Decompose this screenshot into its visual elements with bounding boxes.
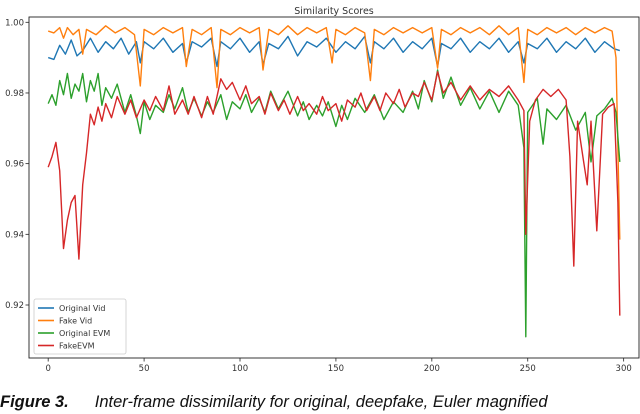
x-tick-label-2: 100: [232, 364, 248, 374]
figure-caption: Figure 3. Inter-frame dissimilarity for o…: [0, 391, 640, 414]
x-tick-label-0: 0: [45, 364, 50, 374]
x-axis: 0 50 100 150 200 250 300: [45, 358, 632, 374]
legend-label-1: Fake Vid: [59, 317, 92, 326]
legend-box: [33, 298, 127, 355]
x-tick-label-3: 150: [328, 364, 344, 374]
x-tick-label-5: 250: [520, 364, 536, 374]
legend-label-3: FakeEVM: [59, 342, 95, 351]
y-tick-label-4: 1.00: [5, 18, 24, 28]
caption-label: Figure 3.: [0, 393, 69, 411]
series-line-3: [47, 71, 621, 316]
similarity-scores-chart: Similarity Scores 0 50 100 150 200 250 300 0.9…: [5, 6, 640, 374]
series-line-2: [47, 69, 621, 338]
y-tick-label-3: 0.98: [5, 89, 24, 99]
y-axis: 0.92 0.94 0.96 0.98 1.00: [5, 18, 29, 311]
series-line-0: [47, 35, 621, 68]
y-tick-label-1: 0.94: [5, 230, 24, 240]
chart-title: Similarity Scores: [294, 6, 374, 17]
series-layer: [47, 25, 621, 338]
legend-label-2: Original EVM: [59, 329, 110, 338]
caption-text: Inter-frame dissimilarity for original, …: [94, 393, 548, 411]
legend-label-0: Original Vid: [59, 304, 105, 313]
x-tick-label-6: 300: [616, 364, 632, 374]
x-tick-label-1: 50: [139, 364, 150, 374]
chart-legend: Original Vid Fake Vid Original EVM FakeEVM: [33, 298, 127, 355]
x-tick-label-4: 200: [424, 364, 440, 374]
series-line-1: [47, 25, 621, 240]
plot-area-frame: [28, 16, 640, 359]
y-tick-label-2: 0.96: [5, 160, 24, 170]
y-tick-label-0: 0.92: [5, 301, 24, 311]
